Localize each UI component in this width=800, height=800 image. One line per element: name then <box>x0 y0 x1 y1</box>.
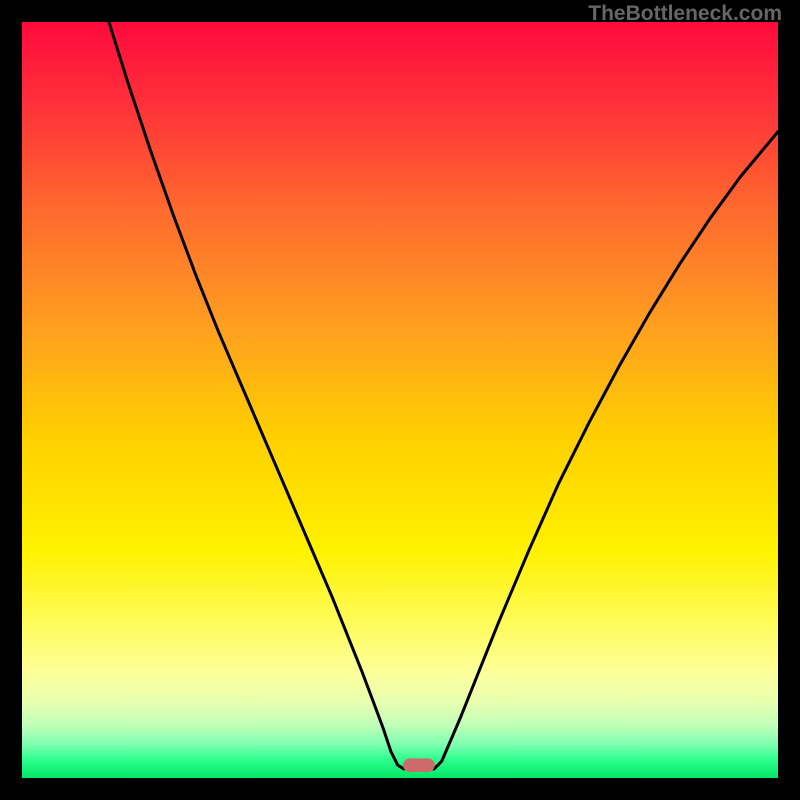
bottleneck-plot <box>22 22 778 778</box>
optimum-marker <box>403 758 435 772</box>
watermark-text: TheBottleneck.com <box>588 2 782 26</box>
chart-frame: TheBottleneck.com <box>0 0 800 800</box>
plot-background <box>22 22 778 778</box>
